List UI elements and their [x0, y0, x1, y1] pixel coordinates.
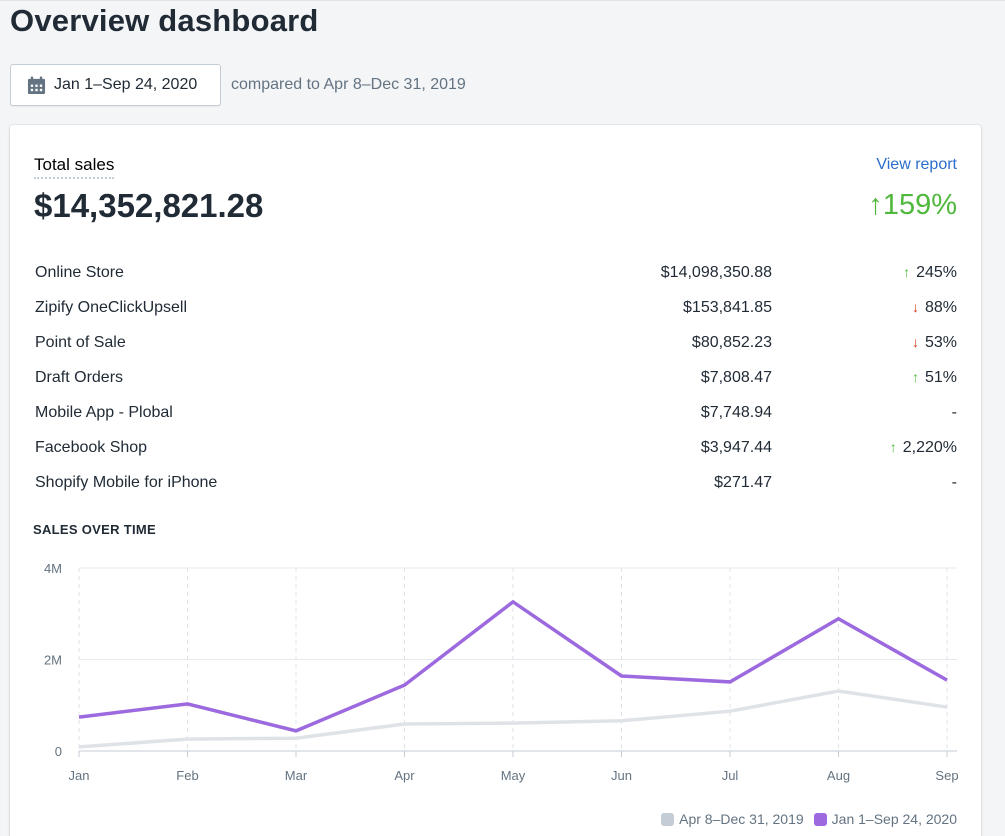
channel-change: ↑ 245%: [772, 264, 957, 282]
x-tick-label: Jun: [611, 768, 632, 783]
legend-swatch: [661, 812, 675, 826]
channel-change-value: 53%: [924, 333, 957, 351]
sales-over-time-title: SALES OVER TIME: [33, 522, 156, 537]
x-tick-label: Jul: [722, 768, 739, 783]
channel-name: Facebook Shop: [35, 438, 148, 456]
previous-period-line: [78, 689, 948, 749]
channel-change-value: 88%: [924, 298, 957, 316]
channel-row: Point of Sale $80,852.23 ↓ 53%: [35, 325, 957, 360]
view-report-link[interactable]: View report: [876, 156, 957, 173]
arrow-up-icon: ↑: [903, 263, 911, 280]
channel-value: $80,852.23: [691, 333, 772, 351]
legend-label: Jan 1–Sep 24, 2020: [831, 811, 957, 827]
x-tick-label: Mar: [285, 768, 308, 783]
arrow-up-icon: ↑: [889, 438, 897, 455]
legend-label: Apr 8–Dec 31, 2019: [679, 811, 804, 827]
channel-change: -: [772, 404, 957, 422]
x-tick-label: Apr: [394, 768, 415, 783]
x-tick-label: Aug: [827, 768, 850, 783]
channel-row: Zipify OneClickUpsell $153,841.85 ↓ 88%: [35, 290, 957, 325]
channel-change-value: 245%: [916, 263, 957, 281]
y-tick-label: 0: [55, 744, 62, 759]
channel-row: Mobile App - Plobal $7,748.94 -: [35, 395, 957, 430]
channel-row: Online Store $14,098,350.88 ↑ 245%: [35, 255, 957, 290]
legend-item[interactable]: Apr 8–Dec 31, 2019: [661, 811, 804, 827]
compare-text: compared to Apr 8–Dec 31, 2019: [231, 76, 466, 93]
channel-value: $7,808.47: [700, 368, 772, 386]
total-sales-change: ↑159%: [868, 189, 957, 221]
channel-name: Mobile App - Plobal: [35, 403, 173, 421]
x-tick-label: May: [501, 768, 526, 783]
total-sales-label[interactable]: Total sales: [34, 155, 115, 179]
arrow-up-icon: ↑: [911, 368, 919, 385]
y-tick-label: 2M: [44, 653, 62, 668]
channel-name: Zipify OneClickUpsell: [35, 298, 188, 316]
legend-swatch: [813, 812, 827, 826]
y-tick-label: 4M: [44, 561, 62, 576]
channel-name: Point of Sale: [35, 333, 126, 351]
x-tick-label: Sep: [935, 768, 958, 783]
channel-change-value: -: [951, 403, 957, 421]
channel-change: ↑ 2,220%: [772, 439, 957, 457]
legend-item[interactable]: Jan 1–Sep 24, 2020: [813, 811, 957, 827]
channel-change-value: 51%: [924, 368, 957, 386]
x-tick-label: Jan: [69, 768, 90, 783]
x-tick-label: Feb: [176, 768, 198, 783]
sales-over-time-chart: 0 2M 4M Jan Feb Mar Apr May Jun Jul Aug Sep: [44, 561, 959, 783]
current-period-line: [78, 599, 948, 733]
channel-name: Shopify Mobile for iPhone: [35, 473, 218, 491]
channel-list: Online Store $14,098,350.88 ↑ 245% Zipify On…: [35, 255, 957, 500]
date-range-label: Jan 1–Sep 24, 2020: [54, 76, 198, 93]
channel-value: $271.47: [714, 473, 772, 491]
channel-row: Draft Orders $7,808.47 ↑ 51%: [35, 360, 957, 395]
total-sales-value: $14,352,821.28: [34, 187, 264, 224]
channel-change: ↓ 53%: [772, 334, 957, 352]
channel-name: Online Store: [35, 263, 124, 281]
channel-change: -: [772, 474, 957, 492]
channel-change: ↑ 51%: [772, 369, 957, 387]
channel-change: ↓ 88%: [772, 299, 957, 317]
page-title: Overview dashboard: [10, 3, 319, 38]
total-sales-card: Total sales View report $14,352,821.28 ↑…: [10, 125, 981, 836]
chart-legend: Apr 8–Dec 31, 2019 Jan 1–Sep 24, 2020: [651, 811, 957, 827]
channel-value: $153,841.85: [683, 298, 772, 316]
channel-name: Draft Orders: [35, 368, 124, 386]
channel-change-value: -: [951, 473, 957, 491]
arrow-down-icon: ↓: [911, 298, 919, 315]
channel-row: Shopify Mobile for iPhone $271.47 -: [35, 465, 957, 500]
channel-value: $7,748.94: [700, 403, 772, 421]
arrow-down-icon: ↓: [911, 333, 919, 350]
calendar-icon: [27, 75, 46, 94]
date-range-button[interactable]: Jan 1–Sep 24, 2020: [10, 64, 221, 106]
channel-row: Facebook Shop $3,947.44 ↑ 2,220%: [35, 430, 957, 465]
channel-change-value: 2,220%: [902, 438, 957, 456]
channel-value: $14,098,350.88: [660, 263, 772, 281]
channel-value: $3,947.44: [700, 438, 772, 456]
